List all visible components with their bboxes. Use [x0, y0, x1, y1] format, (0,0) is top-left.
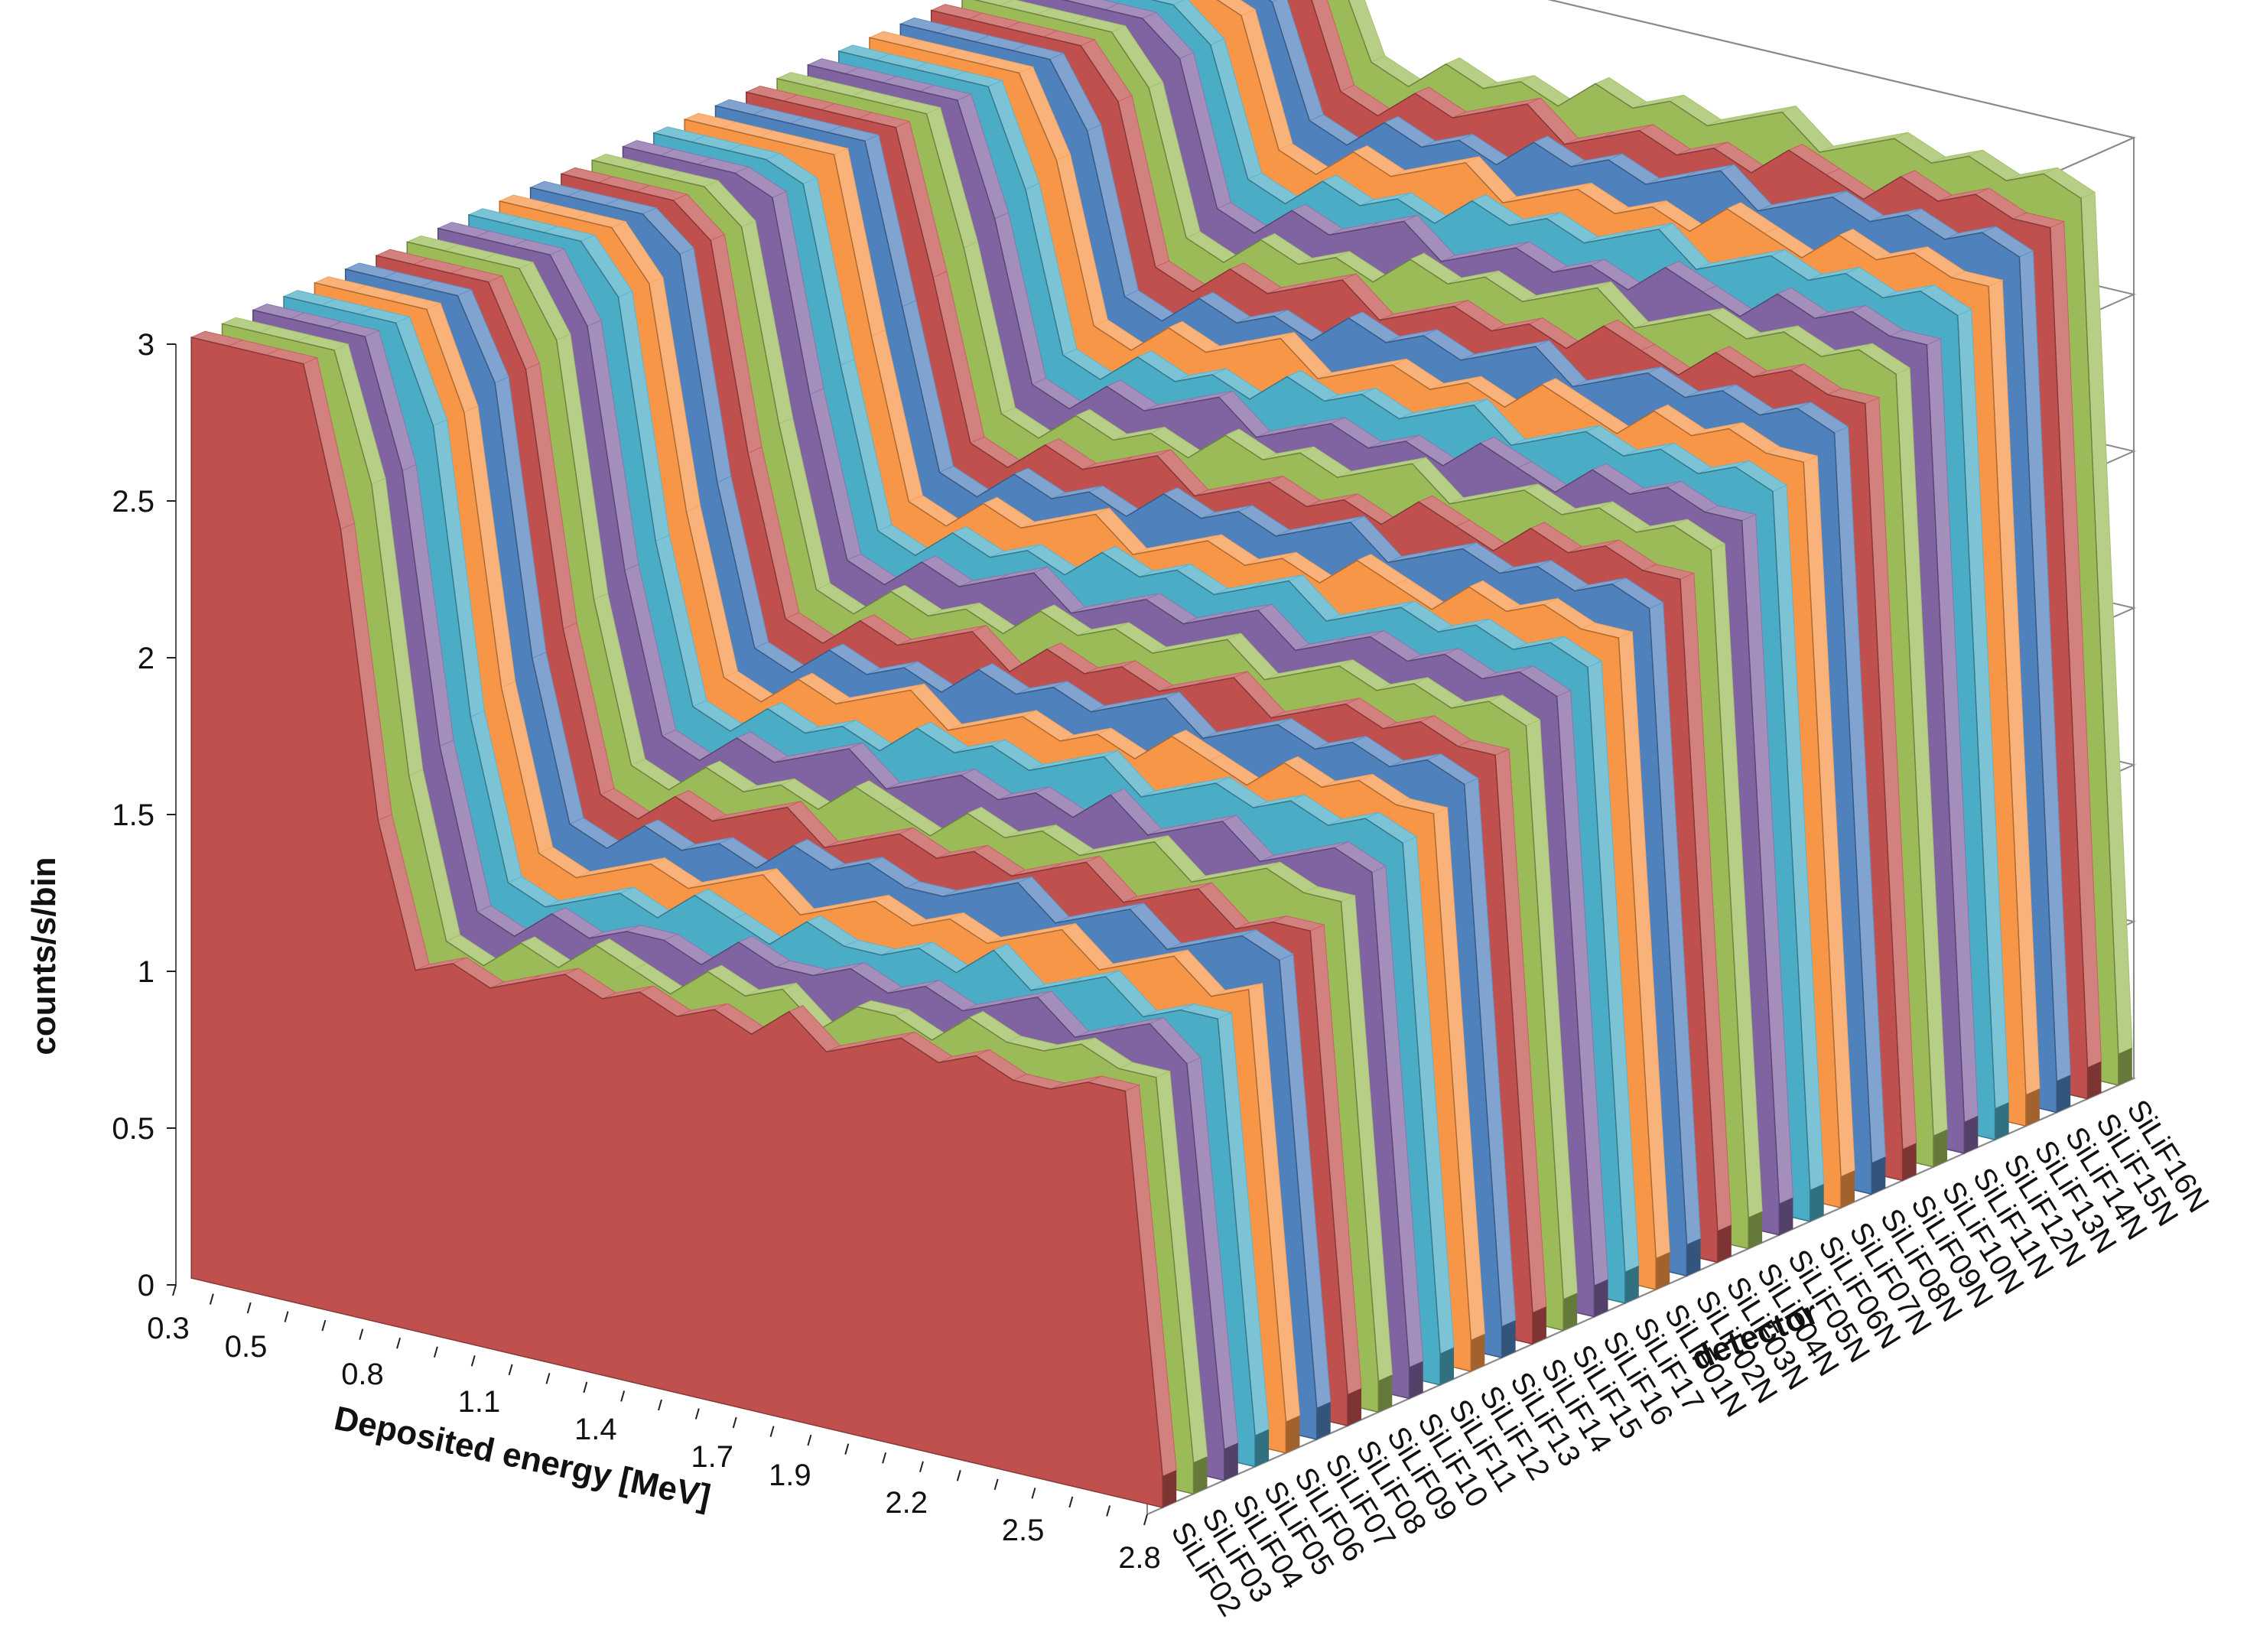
y-tick-label: 2.5 — [112, 485, 154, 519]
axis-ticks — [167, 343, 1148, 1526]
ribbon-end-face — [1224, 1442, 1238, 1481]
ribbon-end-face — [1378, 1374, 1393, 1413]
y-tick-label: 2 — [138, 642, 154, 675]
ribbon-end-face — [2057, 1075, 2071, 1113]
y-tick-label: 3 — [138, 328, 154, 362]
x-tick-mark — [732, 1416, 737, 1429]
x-tick-mark — [807, 1434, 812, 1446]
x-tick-label: 2.8 — [1118, 1541, 1161, 1575]
ribbon-end-face — [2025, 1088, 2040, 1127]
x-tick-label: 2.5 — [1002, 1514, 1045, 1547]
y-tick-label: 0.5 — [112, 1112, 154, 1146]
y-axis-title: counts/s/bin — [25, 857, 63, 1055]
x-axis-tick-labels: 0.3 0.5 0.8 1.1 1.4 1.7 1.9 2.2 2.5 2.8 — [147, 1312, 1161, 1575]
ribbon-end-face — [1964, 1116, 1979, 1153]
x-tick-mark — [396, 1337, 402, 1349]
x-tick-mark — [321, 1319, 327, 1332]
x-tick-mark — [246, 1302, 252, 1314]
x-tick-mark — [658, 1399, 662, 1411]
y-tick-label: 1 — [138, 955, 154, 989]
ribbon-end-face — [1440, 1347, 1454, 1385]
x-tick-mark — [284, 1311, 289, 1322]
x-tick-label: 1.7 — [691, 1440, 733, 1474]
ribbon-end-face — [1594, 1279, 1608, 1317]
ribbon-end-face — [1286, 1415, 1300, 1453]
y-tick-label: 0 — [138, 1269, 154, 1302]
x-tick-mark — [433, 1346, 438, 1358]
ribbon-end-face — [1779, 1197, 1793, 1235]
ribbon-end-face — [1316, 1402, 1331, 1439]
x-tick-mark — [919, 1461, 924, 1473]
y-tick-label: 1.5 — [112, 798, 154, 832]
ribbon-end-face — [1933, 1129, 1947, 1167]
ribbon-end-face — [2118, 1047, 2132, 1085]
ribbon-end-face — [1656, 1252, 1670, 1290]
x-tick-mark — [844, 1443, 850, 1455]
x-tick-mark — [508, 1364, 513, 1376]
x-tick-mark — [882, 1452, 887, 1464]
x-tick-mark — [694, 1408, 700, 1419]
ribbon-end-face — [1902, 1143, 1917, 1181]
x-axis-title: Deposited energy [MeV] — [331, 1400, 714, 1516]
x-tick-mark — [769, 1426, 775, 1437]
ribbon-end-face — [1717, 1224, 1732, 1263]
x-tick-mark — [172, 1284, 177, 1296]
ribbon-end-face — [1163, 1470, 1177, 1508]
x-tick-label: 0.3 — [147, 1312, 190, 1345]
ribbon-front-face — [190, 337, 1163, 1509]
y-axis-tick-labels: 0 0.5 1 1.5 2 2.5 3 — [112, 328, 154, 1302]
x-tick-mark — [1068, 1496, 1074, 1508]
ribbon-end-face — [1348, 1388, 1361, 1426]
ribbon-end-face — [1686, 1238, 1701, 1276]
x-tick-mark — [583, 1381, 588, 1393]
z-axis-tick-labels: SiLiF02SiLiF03SiLiF04SiLiF05SiLiF06SiLiF… — [1165, 1094, 2216, 1621]
x-tick-mark — [1143, 1514, 1148, 1526]
x-tick-mark — [956, 1470, 961, 1481]
x-tick-mark — [1106, 1505, 1111, 1517]
x-tick-label: 0.5 — [225, 1330, 268, 1364]
series-ribbon — [190, 330, 1177, 1509]
ribbon-end-face — [1409, 1361, 1423, 1399]
ribbon-end-face — [1563, 1293, 1578, 1331]
ribbon-end-face — [1995, 1102, 2009, 1140]
ribbon-end-face — [2087, 1061, 2102, 1099]
ribbon-end-face — [1748, 1211, 1763, 1249]
ribbon-end-face — [1841, 1170, 1855, 1208]
x-tick-mark — [993, 1478, 999, 1491]
series-ribbons — [190, 0, 2133, 1509]
x-tick-label: 0.8 — [341, 1358, 384, 1391]
x-tick-mark — [1031, 1488, 1036, 1499]
ribbon-end-face — [1501, 1320, 1516, 1358]
x-tick-mark — [470, 1355, 476, 1367]
ribbon-end-face — [1624, 1265, 1639, 1303]
ribbon-end-face — [1471, 1334, 1485, 1371]
x-tick-mark — [359, 1328, 364, 1340]
ribbon-end-face — [1810, 1184, 1824, 1221]
x-tick-mark — [209, 1293, 214, 1305]
x-tick-mark — [620, 1390, 626, 1402]
ribbon-end-face — [1255, 1429, 1270, 1467]
x-tick-label: 1.9 — [769, 1459, 811, 1492]
x-tick-mark — [545, 1373, 551, 1384]
x-tick-label: 1.1 — [458, 1385, 501, 1419]
ribbon-end-face — [1871, 1156, 1886, 1195]
ribbon-end-face — [1532, 1306, 1546, 1345]
ribbon-end-face — [1193, 1456, 1208, 1494]
x-tick-label: 2.2 — [885, 1486, 928, 1520]
x-tick-label: 1.4 — [574, 1413, 617, 1446]
